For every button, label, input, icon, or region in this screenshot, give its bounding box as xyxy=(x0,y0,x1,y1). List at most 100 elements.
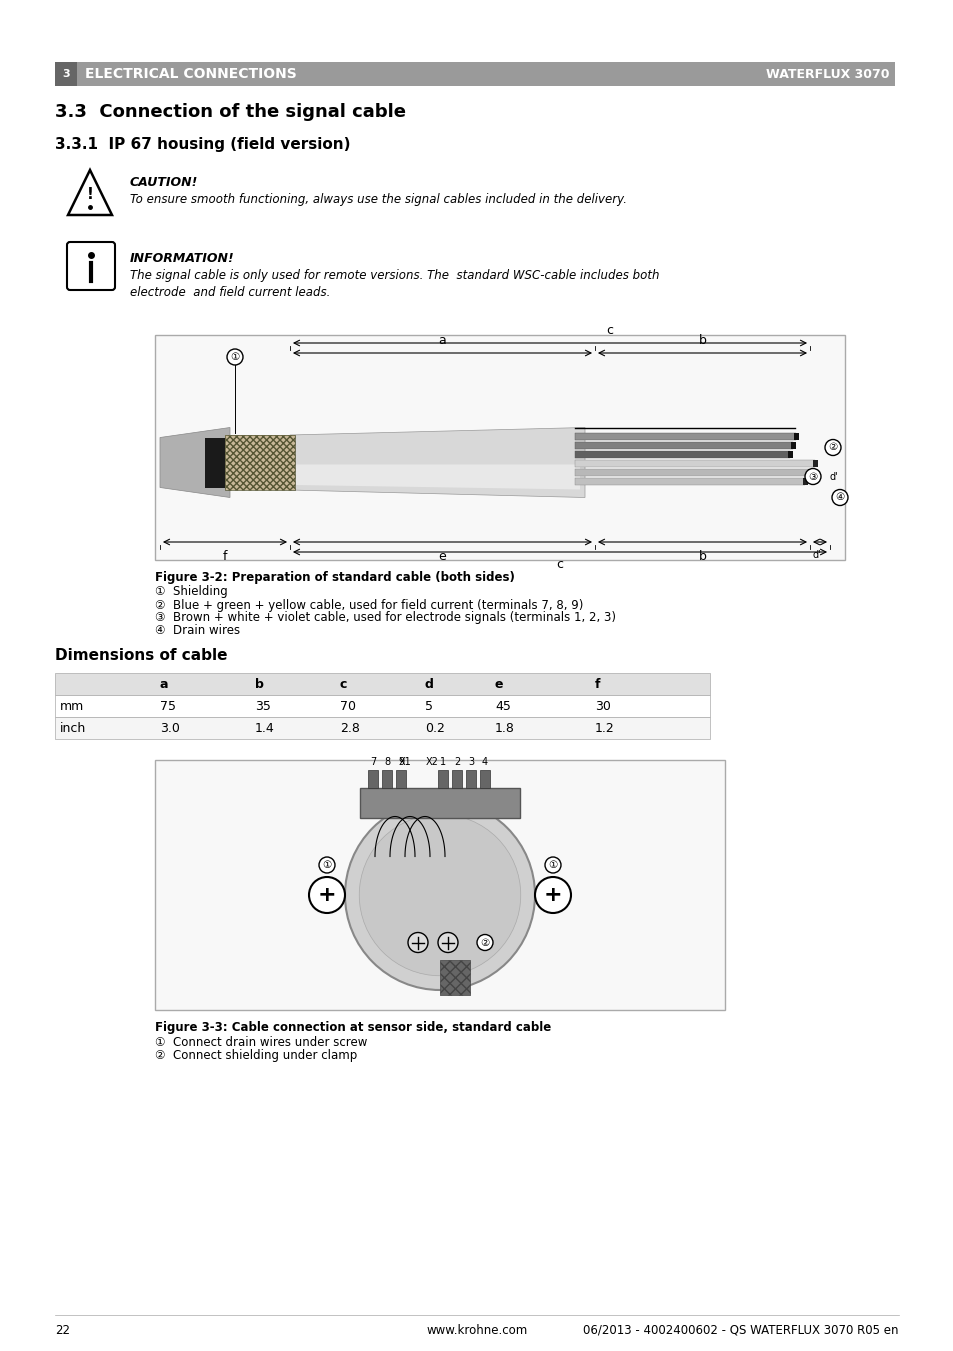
Text: ①: ① xyxy=(322,861,332,870)
Polygon shape xyxy=(575,469,809,476)
Text: d: d xyxy=(424,677,434,690)
Text: 06/2013 - 4002400602 - QS WATERFLUX 3070 R05 en: 06/2013 - 4002400602 - QS WATERFLUX 3070… xyxy=(583,1324,898,1336)
Bar xyxy=(452,770,461,788)
Polygon shape xyxy=(160,427,230,497)
Text: b: b xyxy=(698,334,706,347)
Circle shape xyxy=(345,800,535,990)
Text: a: a xyxy=(438,334,446,347)
Text: CAUTION!: CAUTION! xyxy=(130,176,198,189)
Text: INFORMATION!: INFORMATION! xyxy=(130,251,234,265)
FancyBboxPatch shape xyxy=(67,242,115,290)
Circle shape xyxy=(824,439,841,455)
Text: +: + xyxy=(317,885,336,905)
Bar xyxy=(359,788,519,817)
Circle shape xyxy=(408,932,428,952)
Text: Figure 3-2: Preparation of standard cable (both sides): Figure 3-2: Preparation of standard cabl… xyxy=(154,571,515,585)
Bar xyxy=(154,761,724,1011)
Text: ①  Connect drain wires under screw: ① Connect drain wires under screw xyxy=(154,1035,367,1048)
Text: 9: 9 xyxy=(397,757,404,767)
Text: e: e xyxy=(438,550,446,563)
Text: ②: ② xyxy=(827,443,837,453)
Text: 8: 8 xyxy=(383,757,390,767)
Bar xyxy=(812,459,817,466)
Text: c: c xyxy=(339,677,347,690)
Text: d': d' xyxy=(812,550,821,561)
Circle shape xyxy=(437,932,457,952)
Bar xyxy=(55,694,709,717)
Polygon shape xyxy=(290,427,584,497)
Bar xyxy=(787,450,792,458)
Text: 7: 7 xyxy=(370,757,375,767)
Circle shape xyxy=(804,469,821,485)
Text: ELECTRICAL CONNECTIONS: ELECTRICAL CONNECTIONS xyxy=(85,68,296,81)
Text: To ensure smooth functioning, always use the signal cables included in the deliv: To ensure smooth functioning, always use… xyxy=(130,193,626,207)
Bar xyxy=(55,717,709,739)
Text: mm: mm xyxy=(60,700,84,712)
Text: 1.2: 1.2 xyxy=(595,721,614,735)
Polygon shape xyxy=(575,432,795,439)
Text: X2: X2 xyxy=(425,757,438,767)
Text: 3.3  Connection of the signal cable: 3.3 Connection of the signal cable xyxy=(55,103,406,122)
Text: 22: 22 xyxy=(55,1324,70,1336)
Bar xyxy=(55,673,709,694)
Text: +: + xyxy=(543,885,561,905)
Text: ②: ② xyxy=(480,938,489,947)
Text: ④: ④ xyxy=(835,493,843,503)
Text: ②  Blue + green + yellow cable, used for field current (terminals 7, 8, 9): ② Blue + green + yellow cable, used for … xyxy=(154,598,583,612)
Text: The signal cable is only used for remote versions. The  standard WSC-cable inclu: The signal cable is only used for remote… xyxy=(130,269,659,281)
Text: c: c xyxy=(556,558,563,571)
Circle shape xyxy=(535,877,571,913)
Text: a: a xyxy=(160,677,169,690)
Bar xyxy=(55,62,77,86)
Text: 2: 2 xyxy=(454,757,459,767)
Text: f: f xyxy=(595,677,599,690)
Bar xyxy=(807,469,812,476)
Text: 1.4: 1.4 xyxy=(254,721,274,735)
Text: ①  Shielding: ① Shielding xyxy=(154,585,228,598)
Text: 3: 3 xyxy=(62,69,70,78)
Text: 5: 5 xyxy=(424,700,433,712)
Text: 4: 4 xyxy=(481,757,488,767)
Text: 1.8: 1.8 xyxy=(495,721,515,735)
Text: Figure 3-3: Cable connection at sensor side, standard cable: Figure 3-3: Cable connection at sensor s… xyxy=(154,1021,551,1035)
Text: WATERFLUX 3070: WATERFLUX 3070 xyxy=(765,68,889,81)
Circle shape xyxy=(227,349,243,365)
Polygon shape xyxy=(294,465,579,489)
Circle shape xyxy=(359,815,520,975)
Text: 3.0: 3.0 xyxy=(160,721,180,735)
Circle shape xyxy=(831,489,847,505)
Text: !: ! xyxy=(87,188,93,203)
Text: e: e xyxy=(495,677,503,690)
Text: 1: 1 xyxy=(439,757,446,767)
Text: 3.3.1  IP 67 housing (field version): 3.3.1 IP 67 housing (field version) xyxy=(55,136,350,151)
Polygon shape xyxy=(575,477,804,485)
Polygon shape xyxy=(575,450,789,458)
Bar xyxy=(793,432,799,439)
Bar xyxy=(154,335,844,561)
Bar xyxy=(225,435,294,490)
Text: ①: ① xyxy=(230,353,239,362)
Text: 3: 3 xyxy=(468,757,474,767)
Circle shape xyxy=(318,857,335,873)
Text: ③  Brown + white + violet cable, used for electrode signals (terminals 1, 2, 3): ③ Brown + white + violet cable, used for… xyxy=(154,612,616,624)
Bar xyxy=(790,442,795,449)
Text: ①: ① xyxy=(548,861,558,870)
Text: X1: X1 xyxy=(398,757,411,767)
Text: electrode  and field current leads.: electrode and field current leads. xyxy=(130,285,330,299)
Bar xyxy=(802,477,807,485)
Text: www.krohne.com: www.krohne.com xyxy=(426,1324,527,1336)
Text: 75: 75 xyxy=(160,700,175,712)
Text: ②  Connect shielding under clamp: ② Connect shielding under clamp xyxy=(154,1048,356,1062)
Text: 30: 30 xyxy=(595,700,610,712)
Bar xyxy=(465,770,476,788)
Bar xyxy=(55,62,894,86)
Circle shape xyxy=(476,935,493,951)
Text: Dimensions of cable: Dimensions of cable xyxy=(55,647,227,662)
Text: 0.2: 0.2 xyxy=(424,721,444,735)
Bar xyxy=(479,770,490,788)
Bar xyxy=(225,435,294,490)
Bar xyxy=(395,770,406,788)
Polygon shape xyxy=(575,459,814,466)
Text: b: b xyxy=(254,677,264,690)
Text: d': d' xyxy=(829,471,838,481)
